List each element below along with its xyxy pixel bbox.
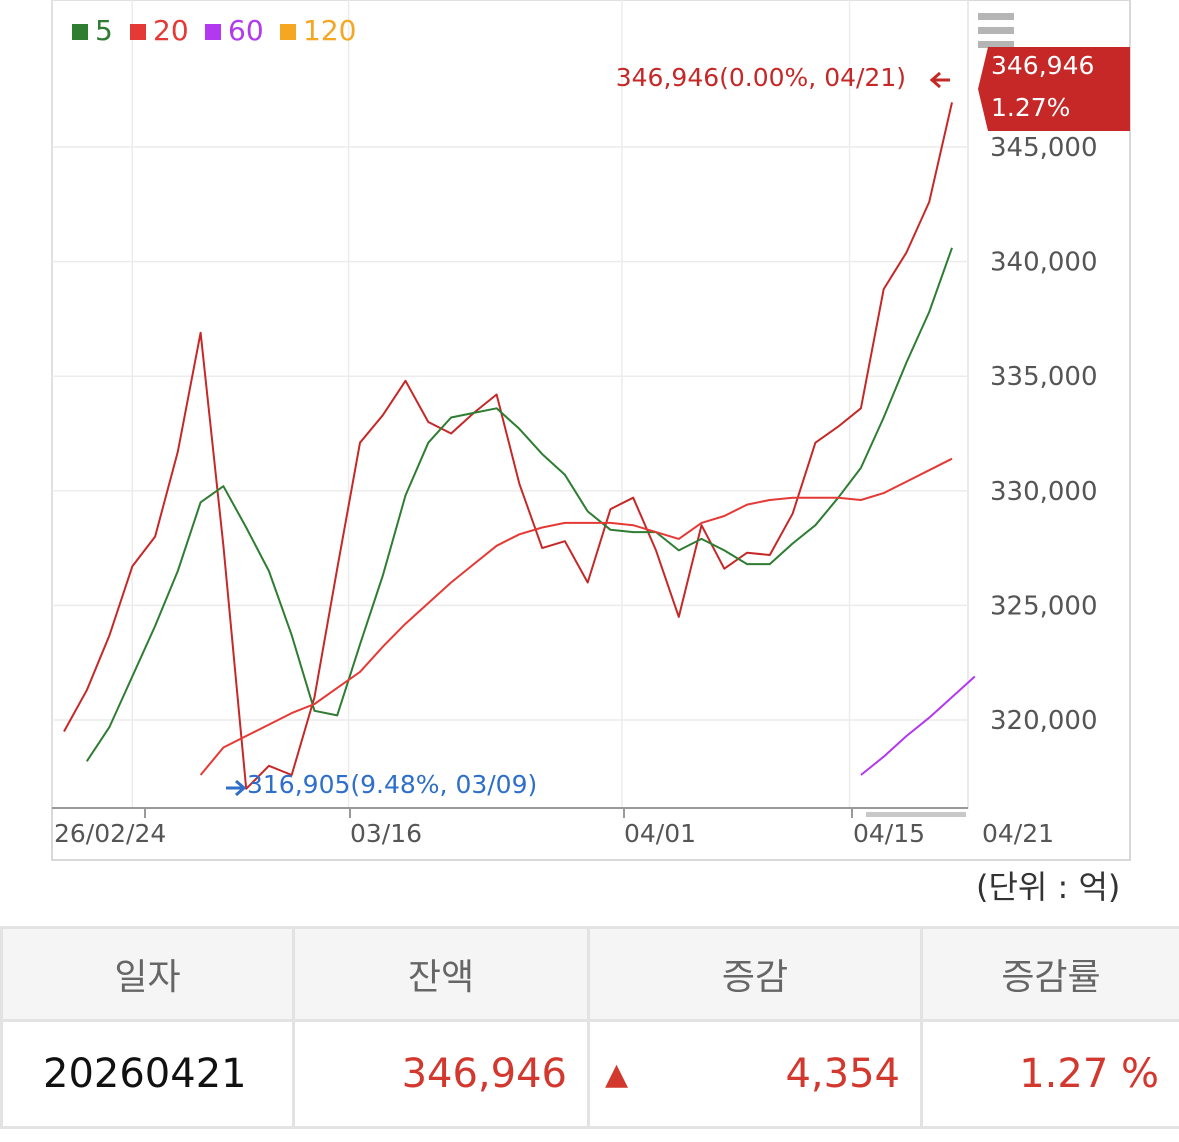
legend-swatch-120 <box>280 24 296 40</box>
current-value: 346,946 <box>991 51 1094 80</box>
legend-label-60: 60 <box>228 14 264 47</box>
cell-date: 20260421 <box>0 1019 295 1129</box>
table-row: 20260421 346,946 ▲ 4,354 1.27 % <box>0 1019 1179 1129</box>
table-header-row: 일자 잔액 증감 증감률 <box>0 926 1179 1022</box>
x-tick-label: 26/02/24 <box>54 819 166 848</box>
y-axis-ticks: 320,000 325,000 330,000 335,000 340,000 345,0… <box>990 133 1098 736</box>
x-tick-label: 04/01 <box>624 819 696 848</box>
grid <box>52 0 968 808</box>
cell-change: ▲ 4,354 <box>587 1019 923 1129</box>
legend: 5 20 60 120 <box>72 14 356 47</box>
legend-swatch-60 <box>205 24 221 40</box>
legend-swatch-20 <box>130 24 146 40</box>
current-value-badge <box>978 47 1130 131</box>
legend-label-5: 5 <box>95 14 113 47</box>
cell-balance: 346,946 <box>292 1019 590 1129</box>
cell-rate: 1.27 % <box>920 1019 1179 1129</box>
series-line-ma20 <box>199 457 953 776</box>
y-tick-label: 325,000 <box>990 591 1098 621</box>
menu-icon[interactable] <box>978 13 1014 48</box>
left-arrow-icon <box>929 71 950 89</box>
scrollbar-thumb[interactable] <box>866 812 966 817</box>
series-line-ma5 <box>85 247 953 762</box>
plot-area <box>51 0 969 809</box>
y-tick-label: 340,000 <box>990 248 1098 278</box>
balance-table: 일자 잔액 증감 증감률 20260421 346,946 ▲ 4,354 1.2… <box>0 926 1179 1129</box>
y-tick-label: 345,000 <box>990 133 1098 163</box>
y-tick-label: 330,000 <box>990 477 1098 507</box>
header-balance: 잔액 <box>292 926 590 1022</box>
y-tick-label: 335,000 <box>990 362 1098 392</box>
up-triangle-icon: ▲ <box>605 1057 629 1092</box>
max-value-annotation: 346,946(0.00%, 04/21) <box>616 63 906 92</box>
header-change: 증감 <box>587 926 923 1022</box>
series-line-ma60 <box>860 675 976 776</box>
legend-label-20: 20 <box>153 14 189 47</box>
series-line-price <box>63 102 953 790</box>
x-tick-label: 03/16 <box>350 819 422 848</box>
right-arrow-icon <box>226 779 247 797</box>
legend-swatch-5 <box>72 24 88 40</box>
line-chart: 26/02/24 03/16 04/01 04/15 04/21 320,000 325,… <box>51 0 1131 861</box>
x-tick-label: 04/15 <box>853 819 925 848</box>
series-layer <box>63 102 976 790</box>
cell-change-value: 4,354 <box>785 1051 900 1097</box>
x-tick-label: 04/21 <box>982 819 1054 848</box>
unit-label: (단위 : 억) <box>976 868 1121 906</box>
min-value-annotation: 316,905(9.48%, 03/09) <box>247 770 537 799</box>
header-date: 일자 <box>0 926 295 1022</box>
y-tick-label: 320,000 <box>990 706 1098 736</box>
x-axis-ticks: 26/02/24 03/16 04/01 04/15 04/21 <box>54 808 1054 848</box>
header-rate: 증감률 <box>920 926 1179 1022</box>
legend-label-120: 120 <box>303 14 356 47</box>
current-change: 1.27% <box>991 93 1070 122</box>
